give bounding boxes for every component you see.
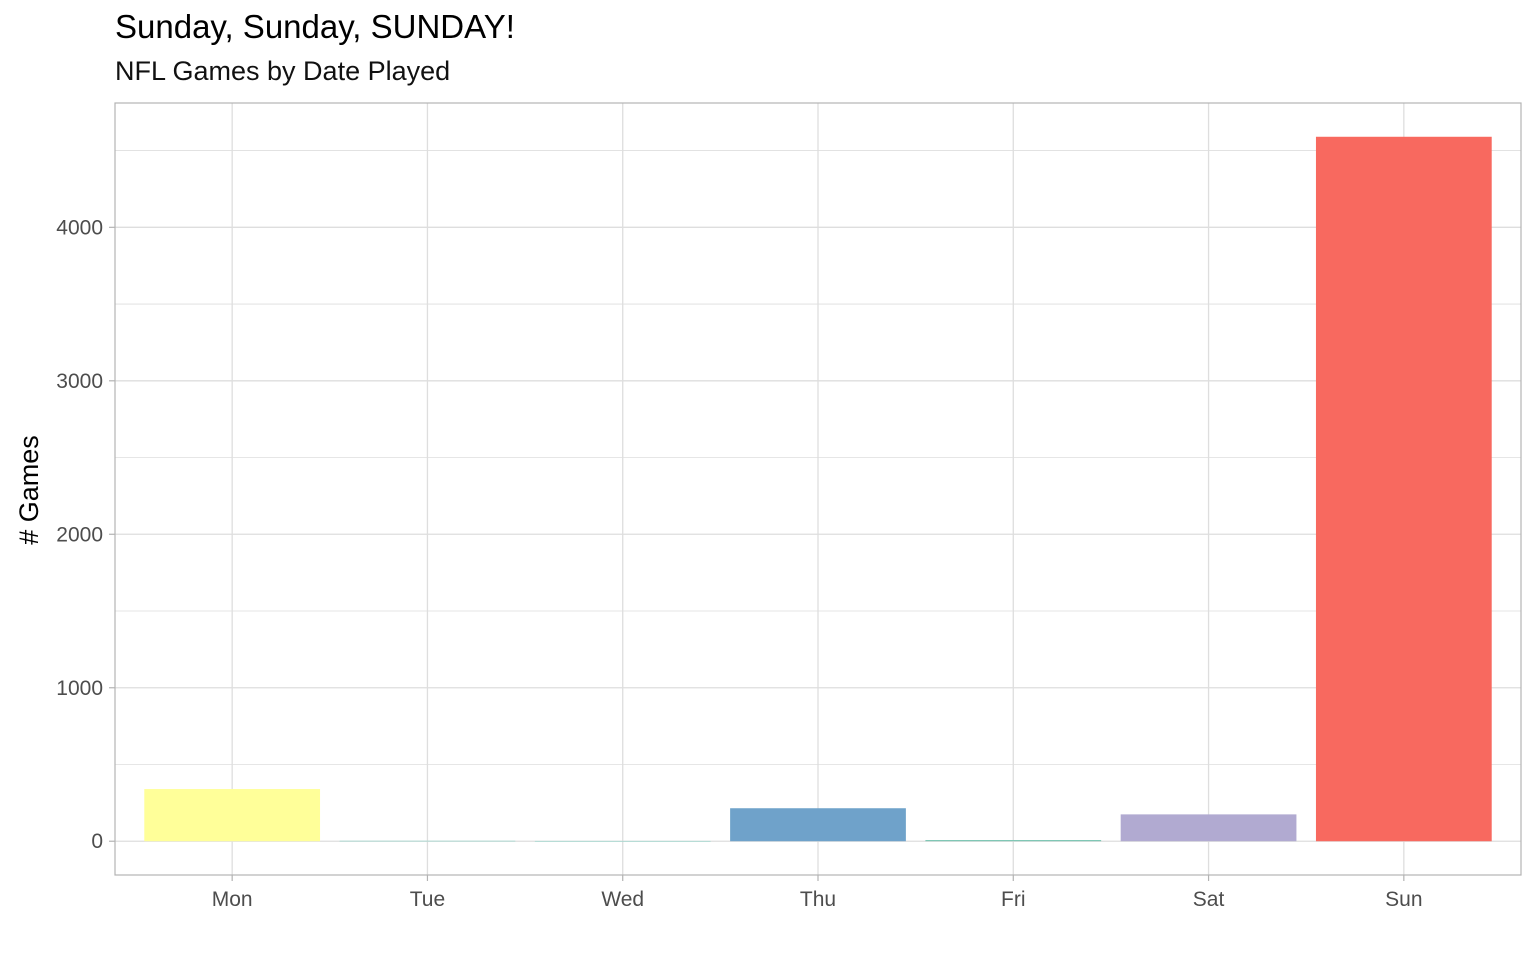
x-tick-label-fri: Fri bbox=[1001, 888, 1026, 911]
x-tick-label-sat: Sat bbox=[1193, 888, 1225, 911]
y-tick-label: 4000 bbox=[56, 216, 103, 239]
x-tick-label-thu: Thu bbox=[800, 888, 836, 911]
bar-tue bbox=[339, 840, 516, 842]
grid-lines bbox=[115, 103, 1521, 875]
bar-thu bbox=[730, 808, 906, 842]
chart-subtitle: NFL Games by Date Played bbox=[115, 56, 451, 86]
bar-wed bbox=[534, 840, 711, 842]
x-tick-label-wed: Wed bbox=[601, 888, 644, 911]
y-tick-label: 2000 bbox=[56, 523, 103, 546]
x-tick-label-sun: Sun bbox=[1385, 888, 1422, 911]
y-tick-label: 1000 bbox=[56, 677, 103, 700]
bar-fri bbox=[925, 840, 1102, 842]
y-axis-title: # Games bbox=[14, 435, 44, 545]
x-tick-label-tue: Tue bbox=[410, 888, 445, 911]
bar-mon bbox=[144, 789, 321, 842]
bar-sun bbox=[1315, 136, 1492, 842]
x-tick-label-mon: Mon bbox=[212, 888, 253, 911]
bar-sat bbox=[1120, 814, 1297, 842]
chart-title: Sunday, Sunday, SUNDAY! bbox=[115, 8, 515, 45]
y-tick-label: 0 bbox=[91, 830, 103, 853]
bars bbox=[144, 136, 1492, 842]
y-tick-label: 3000 bbox=[56, 370, 103, 393]
axes: 0 1000 2000 3000 4000 Mon Tue Wed Thu Fri Sat Sun bbox=[56, 216, 1422, 911]
